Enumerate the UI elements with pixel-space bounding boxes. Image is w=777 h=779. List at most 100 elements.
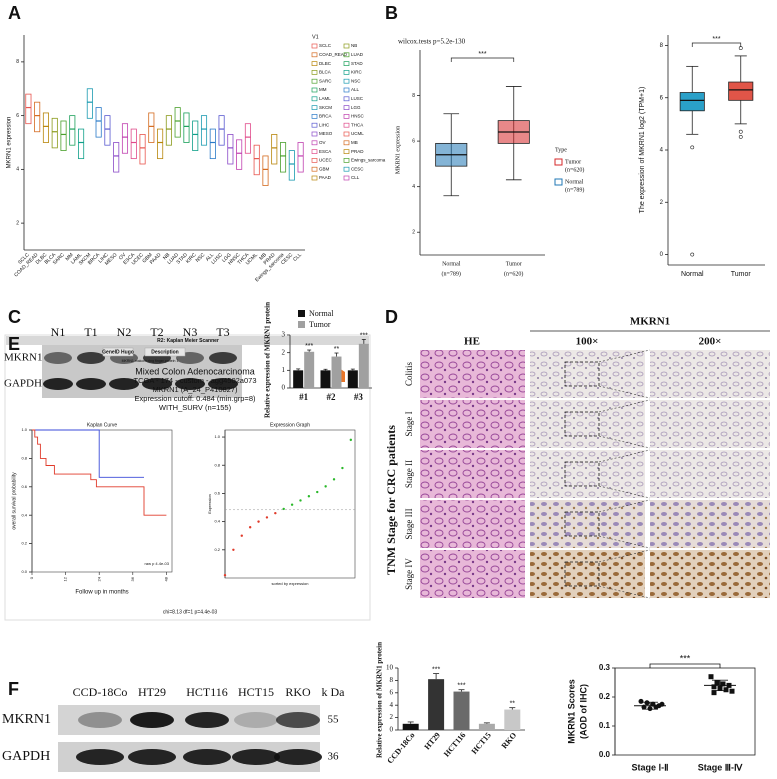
ihc-image [650,500,770,548]
point [638,698,644,704]
row-label: Stage III [404,508,414,539]
box [139,134,146,165]
blot-background [42,345,242,398]
box [192,120,199,151]
row-label: MKRN1 [4,352,43,364]
x-tick-label: Stage Ⅰ-Ⅱ [631,762,668,772]
significance: *** [432,666,440,673]
y-tick-label: 4 [390,701,394,709]
legend-swatch [343,43,350,49]
bar [428,679,445,730]
point [316,490,319,494]
legend-swatch [298,321,305,328]
y-tick-label: 6 [390,688,394,696]
box [34,101,41,133]
significance-bracket [691,42,742,47]
band [130,712,174,728]
point [714,680,720,685]
x-tick-label: NB [162,252,172,262]
significance: *** [360,332,368,339]
box [728,81,754,101]
y-axis-label: overall survival probability [11,472,17,530]
bar [478,723,495,730]
y-tick-label: 8 [390,676,394,684]
screenshot-header: R2: Kaplan Meier Scanner [157,338,219,344]
zoom-box [564,361,600,387]
y-tick-label: 0.0 [599,750,611,759]
band [208,378,238,390]
band [76,378,106,390]
y-tick-label: 4 [16,167,19,173]
point [349,438,353,442]
significance: ** [334,346,340,353]
chart-title: Expression Graph [270,422,310,428]
legend-swatch [554,158,563,166]
x-tick-label: Tumor [731,271,752,278]
box [288,150,295,181]
legend-label: BLCA [319,70,331,75]
outlier [738,135,743,139]
box [25,93,32,125]
legend-label: LAML [319,96,331,101]
point [720,681,726,687]
zoom-line [598,349,651,363]
point [644,700,650,706]
point [240,534,243,537]
x-tick-label: Normal [442,261,461,267]
zoom-box [564,511,600,537]
y-axis-label: Relative expression of MKRN1 protein [376,642,384,758]
legend-label: SARC [319,78,332,83]
ihc-image [420,350,525,398]
ihc-image [650,400,770,448]
legend-label: Normal [565,179,584,185]
legend-label: Normal [309,309,334,318]
x-tick-label: 48 [163,576,168,581]
point [307,495,311,498]
lane-label: HT29 [138,685,166,699]
band [76,749,124,765]
y-tick-label: 0.4 [214,519,220,524]
x-tick-label: 0 [29,576,34,579]
significance: *** [457,683,465,690]
box [104,115,111,146]
y-tick-label: 1.0 [21,427,27,432]
x-tick-note: (n=620) [504,270,523,277]
lane-label: CCD-18Co [73,685,128,699]
point [729,688,735,694]
ihc-image [650,350,770,398]
legend-label: LIHC [319,122,330,127]
legend-swatch [554,178,563,186]
legend-label: DLBC [319,61,332,66]
zoom-box [564,461,600,487]
y-axis-label: The expression of MKRN1 log2 (TPM+1) [639,87,646,214]
band [109,378,139,390]
ihc-image [420,500,525,548]
legend-swatch [343,52,350,58]
y-axis-label: Relative expression of MKRN1 protein [264,302,272,418]
annotation: raw p 4.4e-03 [145,561,170,566]
y-tick-label: 2 [660,200,664,206]
point [711,690,717,696]
zoom-line [598,435,651,449]
zoom-line [598,535,651,549]
box [218,115,225,146]
legend-label: SCLC [319,43,332,48]
lane-label: T3 [216,325,229,339]
legend-label: KIRC [351,70,363,75]
band [183,749,231,765]
x-tick-label: LGG [221,252,233,264]
outlier [690,145,695,150]
y-tick-label: 0.8 [214,462,220,467]
bar [320,370,331,388]
footer: chi=8.13 df=1 p=4.4e-03 [163,609,218,615]
chart-title: Kaplan Curve [87,422,118,428]
legend-label: ALL [351,87,360,92]
legend-swatch [343,96,350,102]
row-label: Colitis [404,362,414,387]
legend-swatch [298,310,305,317]
legend-swatch [311,149,318,154]
legend-swatch [311,61,318,66]
tab-label: GeneID Hugo [102,349,134,355]
legend-label: PAAD [319,175,332,180]
